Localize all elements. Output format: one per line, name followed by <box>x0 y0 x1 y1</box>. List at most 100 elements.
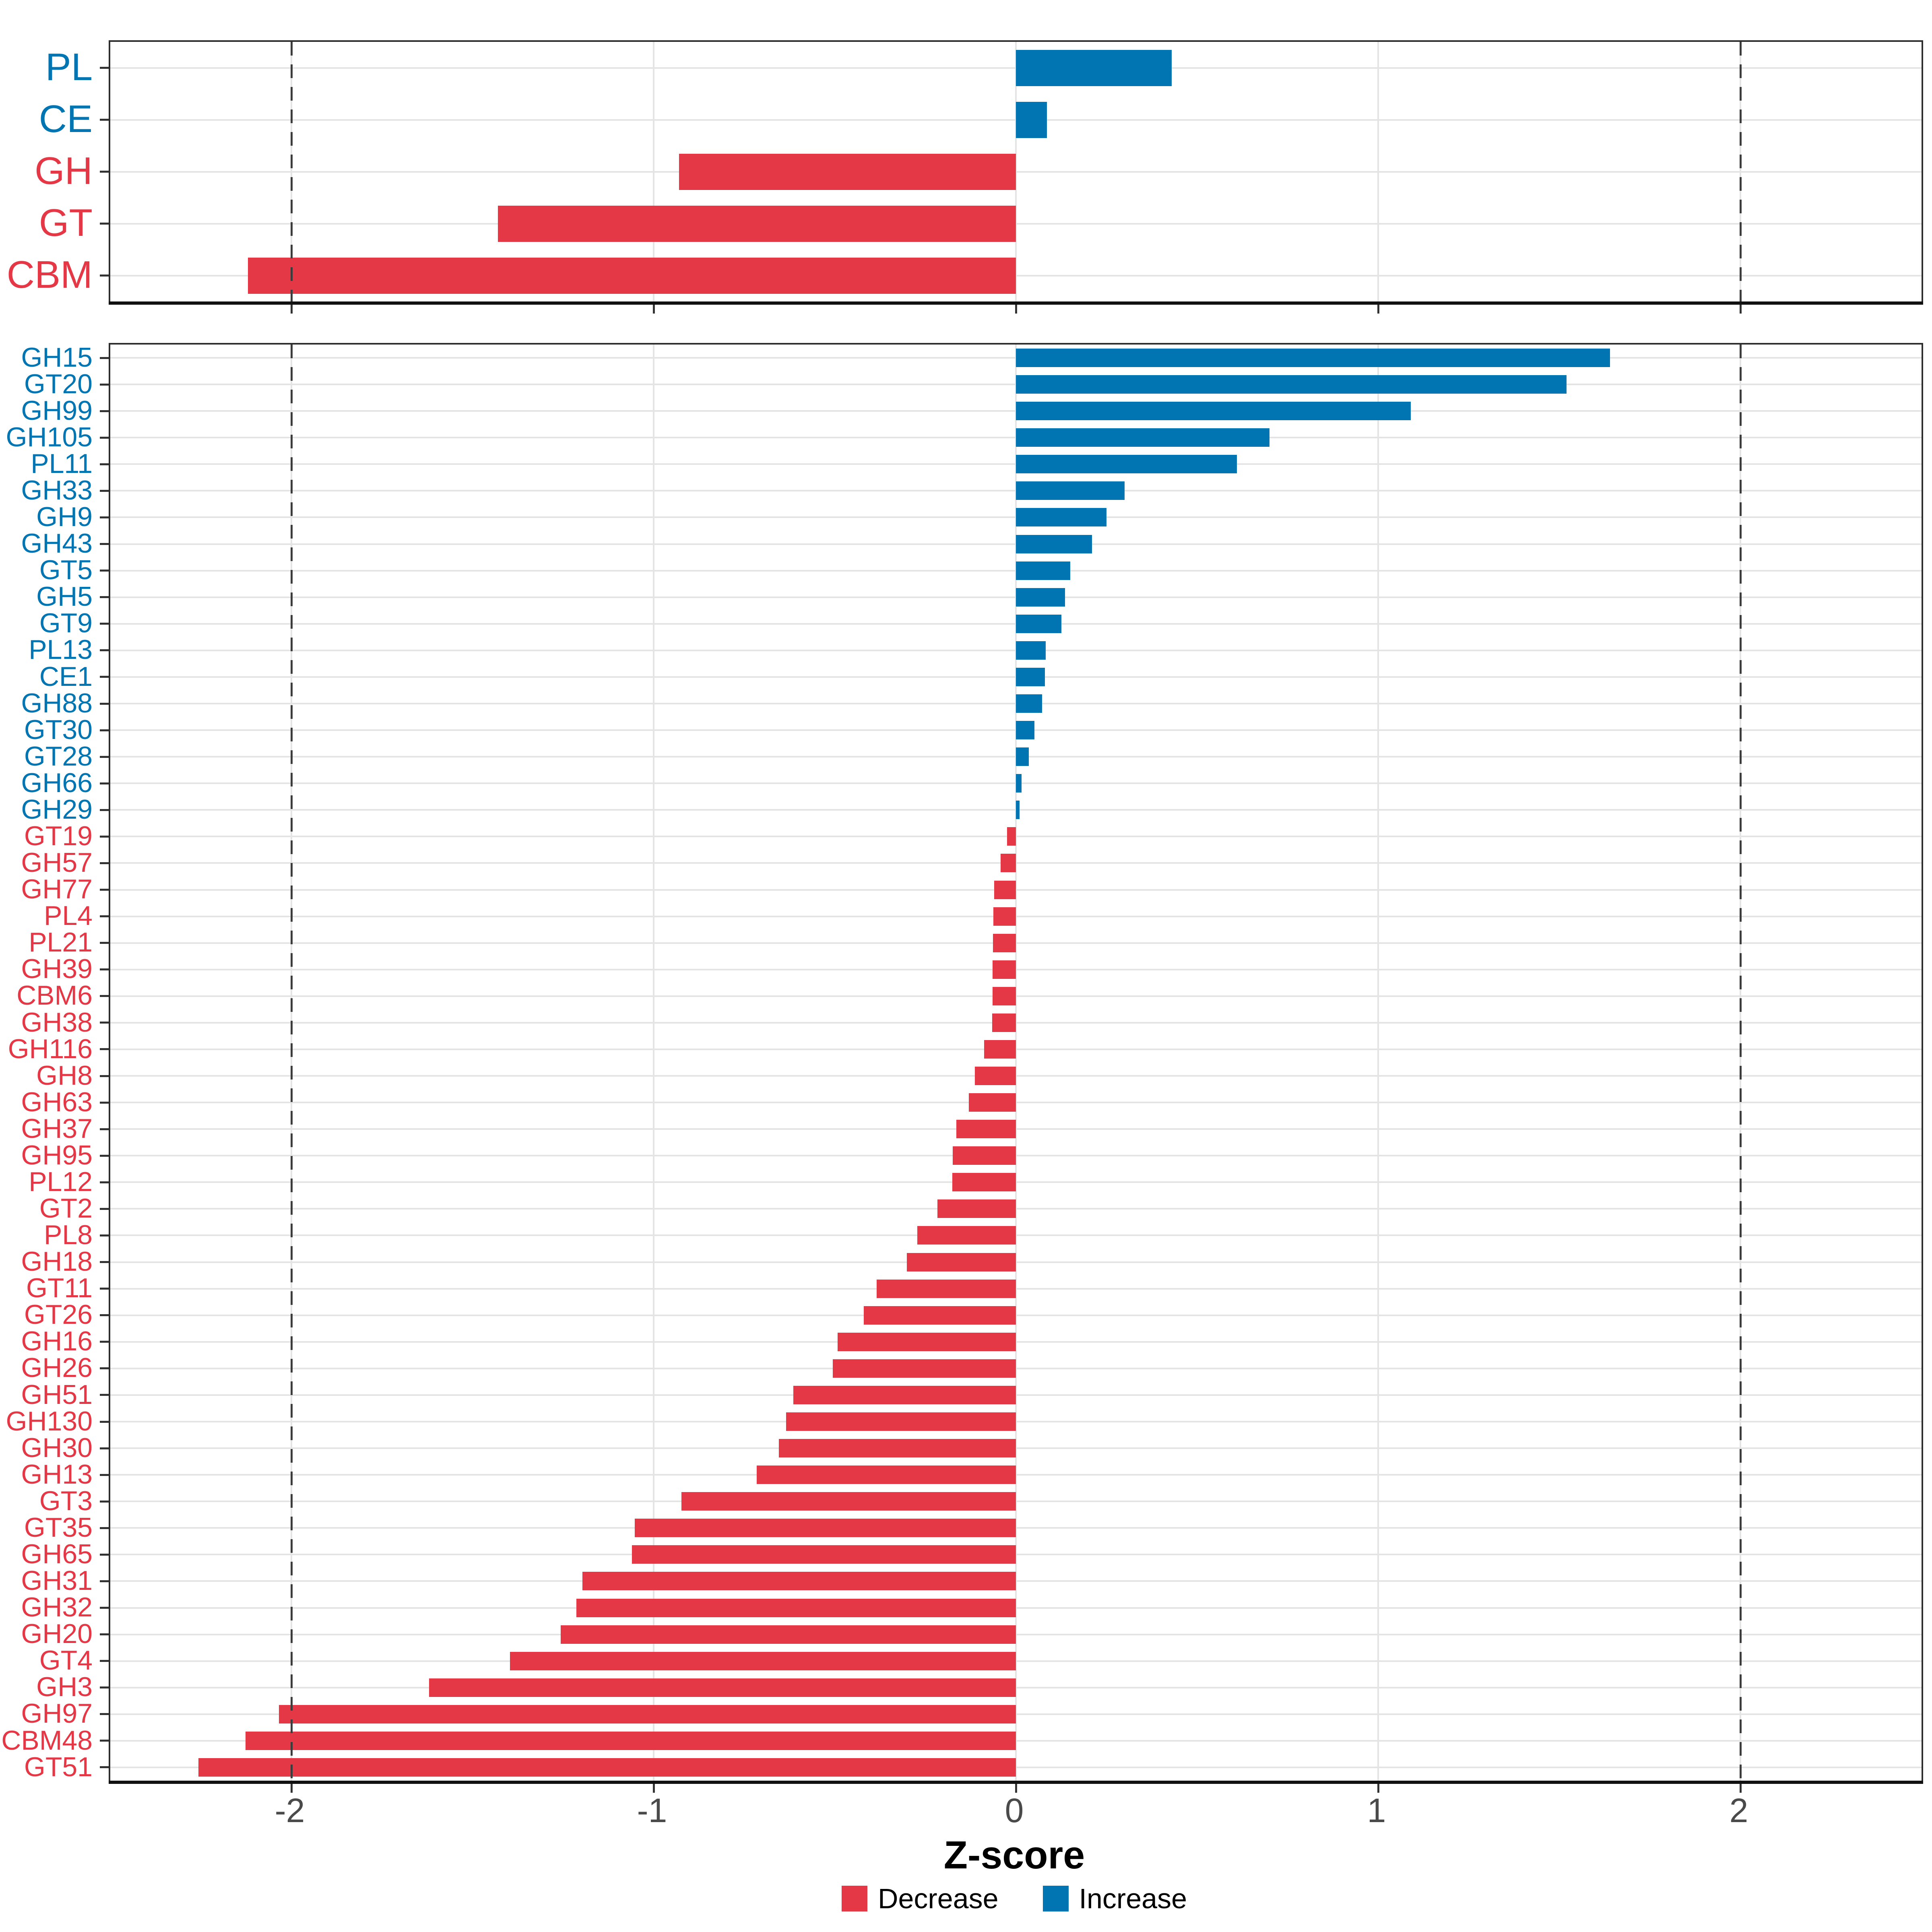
x-tick-label-2: 2 <box>1729 1792 1748 1829</box>
bar-GH39 <box>993 960 1016 979</box>
gridline-row-PL4 <box>110 915 1922 917</box>
y-tick-CBM48 <box>100 1740 109 1742</box>
y-label-GT51: GT51 <box>24 1751 93 1782</box>
y-tick-GH105 <box>100 436 109 439</box>
bar-CE <box>1016 101 1047 138</box>
y-tick-GH31 <box>100 1580 109 1582</box>
dashed-guide--2 <box>290 42 293 301</box>
x-tick-0 <box>1015 305 1017 314</box>
y-tick-GH63 <box>100 1101 109 1104</box>
x-tick--1 <box>652 1784 655 1793</box>
y-label-GT30: GT30 <box>24 714 93 745</box>
x-axis-title: Z-score <box>943 1833 1085 1877</box>
y-label-GH30: GH30 <box>21 1432 93 1463</box>
bar-GT4 <box>510 1651 1016 1670</box>
y-label-GH9: GH9 <box>36 502 93 533</box>
y-label-PL11: PL11 <box>31 448 93 479</box>
y-tick-GT5 <box>100 570 109 572</box>
bar-PL21 <box>993 933 1016 952</box>
y-label-GH31: GH31 <box>21 1565 93 1596</box>
gridline-row-PL8 <box>110 1234 1922 1236</box>
y-label-GH: GH <box>35 149 93 192</box>
gridline-row-GH26 <box>110 1367 1922 1369</box>
y-label-GH13: GH13 <box>21 1459 93 1490</box>
bar-GH63 <box>969 1093 1016 1112</box>
y-label-GH15: GH15 <box>21 342 93 373</box>
gridline-row-CBM <box>110 275 1922 277</box>
y-label-PL12: PL12 <box>29 1166 93 1197</box>
y-tick-GH5 <box>100 596 109 599</box>
y-tick-GH15 <box>100 357 109 359</box>
x-tick-2 <box>1739 1784 1742 1793</box>
gridline-row-CBM6 <box>110 995 1922 997</box>
y-label-GT3: GT3 <box>39 1485 93 1516</box>
gridline-row-GH38 <box>110 1022 1922 1024</box>
bar-GT11 <box>876 1279 1016 1298</box>
y-tick-PL <box>100 67 109 69</box>
y-label-GH32: GH32 <box>21 1592 93 1623</box>
gridline-row-GH16 <box>110 1341 1922 1343</box>
y-tick-GH99 <box>100 410 109 412</box>
y-tick-GH39 <box>100 968 109 971</box>
y-label-GH18: GH18 <box>21 1246 93 1277</box>
y-tick-GT51 <box>100 1766 109 1769</box>
gridline-row-GH63 <box>110 1102 1922 1104</box>
bar-PL13 <box>1016 641 1046 660</box>
bar-GH5 <box>1016 588 1065 607</box>
y-tick-GH <box>100 171 109 173</box>
legend: Decrease Increase <box>109 1885 1920 1913</box>
y-tick-PL12 <box>100 1181 109 1183</box>
gridline-row-GT51 <box>110 1766 1922 1768</box>
gridline-row-GH37 <box>110 1128 1922 1130</box>
gridline-row-GH13 <box>110 1474 1922 1476</box>
bar-GH99 <box>1016 402 1411 421</box>
gridline-row-GH130 <box>110 1421 1922 1422</box>
bar-GT26 <box>864 1306 1016 1325</box>
bar-GH51 <box>793 1385 1016 1404</box>
gridline-row-GH3 <box>110 1686 1922 1688</box>
y-tick-CE1 <box>100 676 109 678</box>
y-label-PL8: PL8 <box>44 1220 93 1251</box>
bar-GT19 <box>1007 827 1016 846</box>
x-axis-line <box>109 301 1923 305</box>
bar-GT30 <box>1016 721 1034 740</box>
y-tick-GH116 <box>100 1048 109 1051</box>
y-label-GH8: GH8 <box>36 1060 93 1091</box>
bar-GH97 <box>279 1705 1016 1724</box>
dashed-guide--2 <box>290 345 293 1781</box>
gridline-row-GH20 <box>110 1633 1922 1635</box>
bar-GH88 <box>1016 694 1042 713</box>
gridline-row-GH65 <box>110 1554 1922 1556</box>
y-tick-GH57 <box>100 862 109 864</box>
x-tick-label--2: -2 <box>275 1792 305 1829</box>
y-tick-GH26 <box>100 1367 109 1370</box>
y-label-PL21: PL21 <box>29 927 93 958</box>
gridline-x-0 <box>1015 345 1017 1781</box>
y-tick-GH33 <box>100 489 109 492</box>
x-tick-2 <box>1739 305 1742 314</box>
gridline-row-GT35 <box>110 1527 1922 1529</box>
y-label-PL: PL <box>45 45 93 89</box>
bar-PL11 <box>1016 455 1237 474</box>
bar-GT20 <box>1016 375 1567 394</box>
bar-GH130 <box>786 1412 1016 1431</box>
y-label-PL4: PL4 <box>44 900 93 931</box>
panel-family-level: GH15 GT20 GH99 GH105 PL11 GH33 GH9 GH43 GT5 GH5 GT… <box>1 343 1923 1793</box>
bar-PL12 <box>952 1173 1016 1192</box>
bar-GH65 <box>632 1545 1016 1564</box>
gridline-row-GH57 <box>110 862 1922 864</box>
y-label-GH37: GH37 <box>21 1113 93 1144</box>
legend-key-decrease <box>841 1886 867 1911</box>
y-tick-GT <box>100 223 109 225</box>
bar-GH116 <box>984 1040 1016 1059</box>
bar-PL <box>1016 50 1172 86</box>
legend-item-increase: Increase <box>1042 1885 1187 1913</box>
y-label-GH77: GH77 <box>21 874 93 905</box>
y-tick-PL21 <box>100 942 109 944</box>
gridline-row-GT <box>110 223 1922 225</box>
y-label-CBM48: CBM48 <box>1 1725 93 1756</box>
panel-class-level: PL CE GH GT CBM <box>7 40 1923 314</box>
bar-GH77 <box>994 880 1016 899</box>
y-tick-GH20 <box>100 1633 109 1636</box>
